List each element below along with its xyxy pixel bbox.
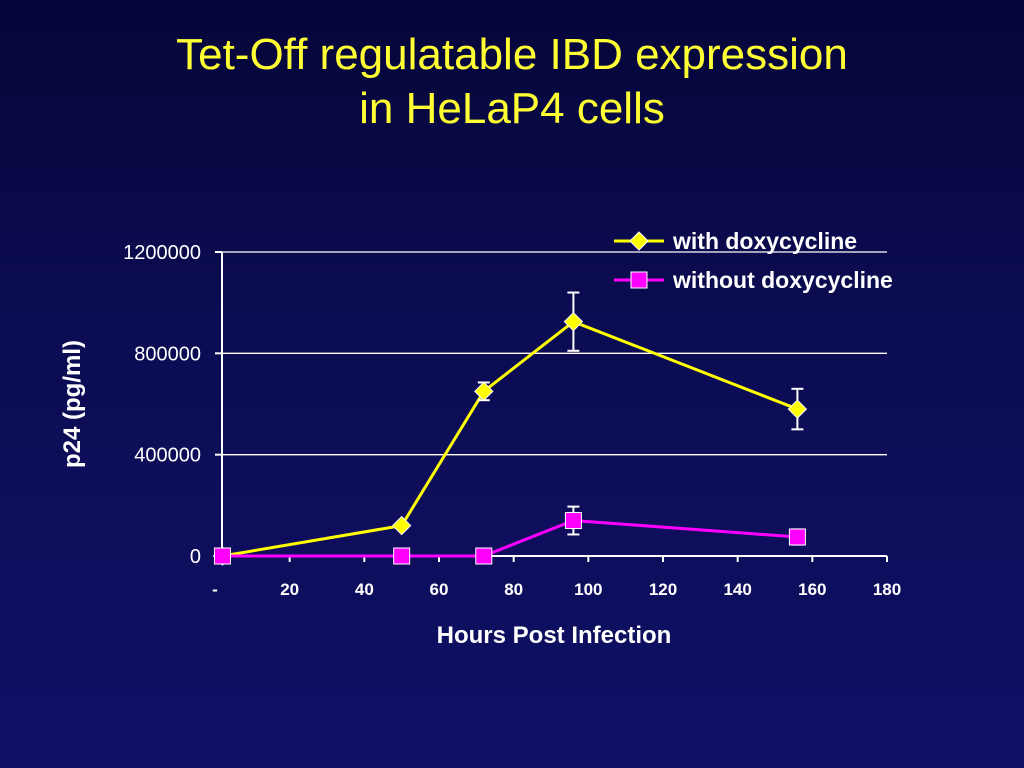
data-point xyxy=(475,547,493,565)
legend-label: with doxycycline xyxy=(672,228,857,254)
series-line xyxy=(222,319,798,558)
data-point xyxy=(393,547,411,565)
x-tick-label: 40 xyxy=(355,580,374,599)
data-point xyxy=(564,512,582,530)
legend: with doxycycline without doxycycline xyxy=(614,228,893,293)
x-tick-label: 100 xyxy=(574,580,602,599)
data-point xyxy=(787,399,808,419)
x-tick-label: 180 xyxy=(873,580,901,599)
data-point xyxy=(391,515,412,536)
slide-title: Tet-Off regulatable IBD expression in He… xyxy=(0,28,1024,136)
x-tick-label: 120 xyxy=(649,580,677,599)
x-tick-label: 60 xyxy=(430,580,449,599)
y-tick-label: 400000 xyxy=(134,445,201,467)
data-point xyxy=(788,528,806,546)
series-line xyxy=(222,519,798,558)
data-point xyxy=(213,547,231,565)
y-axis-title: p24 (pg/ml) xyxy=(59,340,86,468)
legend-marker xyxy=(630,271,648,289)
data-point xyxy=(474,381,494,402)
series-with-doxycycline xyxy=(212,291,808,566)
x-tick-label: 80 xyxy=(504,580,523,599)
legend-marker xyxy=(629,231,649,251)
x-tick-label: - xyxy=(212,580,218,599)
x-tick-label: 160 xyxy=(798,580,826,599)
y-tick-label: 800000 xyxy=(134,343,201,365)
y-tick-label: 0 xyxy=(190,546,201,568)
x-axis-title: Hours Post Infection xyxy=(437,622,672,649)
x-tick-label: 20 xyxy=(280,580,299,599)
y-tick-label: 1200000 xyxy=(123,242,201,264)
slide-title-line-2: in HeLaP4 cells xyxy=(359,84,665,133)
data-point xyxy=(563,311,584,332)
x-tick-label: 140 xyxy=(723,580,751,599)
legend-label: without doxycycline xyxy=(672,267,893,293)
slide-title-line-1: Tet-Off regulatable IBD expression xyxy=(176,30,848,79)
series-without-doxycycline xyxy=(213,505,806,565)
